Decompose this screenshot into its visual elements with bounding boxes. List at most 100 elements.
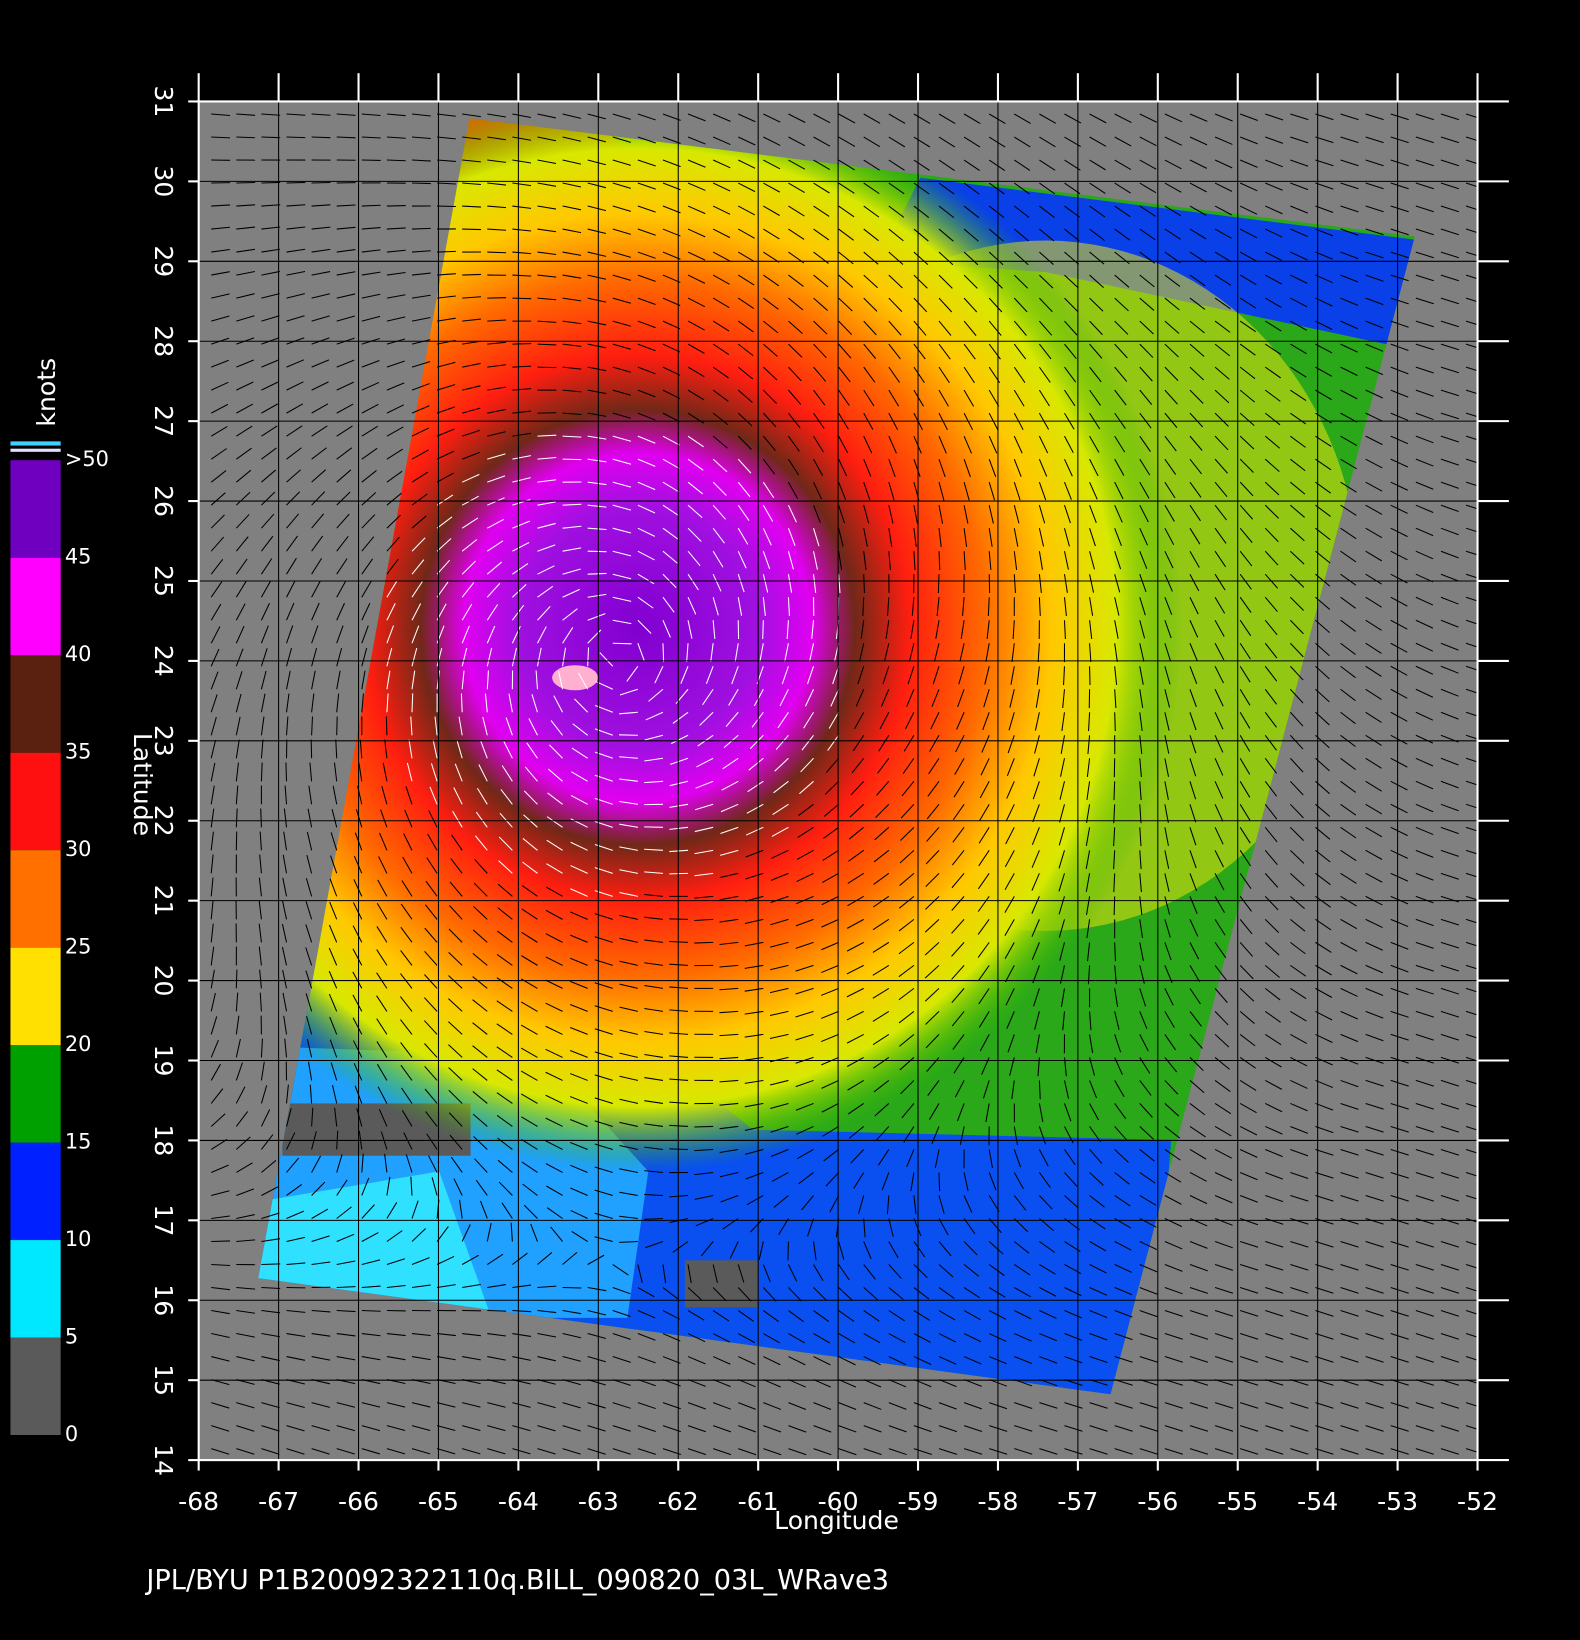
- wind-barb: [1390, 872, 1409, 882]
- wind-barb: [938, 528, 942, 547]
- wind-barb: [462, 362, 481, 368]
- wind-barb: [261, 136, 281, 139]
- wind-barb: [258, 900, 262, 920]
- wind-barb: [1139, 827, 1142, 847]
- wind-barb: [1014, 1425, 1033, 1432]
- wind-barb: [1415, 849, 1434, 858]
- wind-barb: [1089, 528, 1096, 547]
- wind-barb: [863, 1333, 881, 1344]
- wind-barb: [210, 536, 225, 552]
- wind-barb: [1465, 1079, 1485, 1087]
- wind-barb: [261, 1160, 277, 1173]
- wind-barb: [286, 315, 305, 322]
- wind-barb: [1415, 527, 1434, 537]
- wind-barb: [562, 588, 580, 598]
- wind-barb: [838, 458, 848, 477]
- wind-barb: [795, 941, 814, 949]
- wind-barb: [487, 136, 506, 141]
- wind-barb: [1290, 412, 1307, 425]
- wind-barb: [512, 1252, 528, 1265]
- wind-barb: [788, 205, 805, 217]
- wind-barb: [386, 625, 395, 644]
- wind-barb: [1010, 666, 1015, 685]
- wind-barb: [1365, 182, 1384, 190]
- wind-barb: [336, 491, 351, 506]
- wind-barb: [386, 426, 404, 437]
- wind-barb: [1064, 1356, 1083, 1364]
- wind-barb: [1390, 803, 1408, 814]
- wind-barb: [1390, 918, 1409, 928]
- wind-barb: [411, 693, 414, 713]
- wind-barb: [1390, 458, 1409, 468]
- wind-barb: [562, 343, 582, 347]
- wind-barb: [854, 712, 865, 730]
- wind-barb: [336, 1179, 348, 1196]
- wind-barb: [537, 1448, 556, 1455]
- wind-barb: [1264, 1033, 1282, 1046]
- wind-barb: [522, 861, 538, 874]
- wind-barb: [813, 182, 830, 194]
- wind-barb: [788, 1402, 807, 1410]
- wind-barb: [1164, 666, 1171, 685]
- wind-barb: [786, 620, 789, 640]
- wind-barb: [744, 1056, 764, 1061]
- wind-barb: [788, 389, 802, 405]
- wind-barb: [1440, 688, 1459, 697]
- wind-barb: [562, 320, 582, 325]
- wind-barb: [1340, 1264, 1359, 1271]
- wind-barb: [1114, 712, 1116, 732]
- wind-barb: [1290, 320, 1308, 331]
- wind-barb: [1289, 711, 1304, 727]
- wind-barb: [537, 479, 557, 483]
- wind-barb: [1390, 481, 1408, 491]
- y-tick-label: 26: [149, 485, 178, 517]
- wind-barb: [694, 1171, 714, 1176]
- wind-barb: [796, 1125, 814, 1135]
- wind-barb: [496, 1046, 513, 1058]
- wind-barb: [210, 1039, 219, 1058]
- wind-barb: [1114, 551, 1122, 570]
- wind-barb: [719, 1102, 739, 1106]
- wind-barb: [1465, 1125, 1485, 1133]
- wind-barb: [963, 528, 968, 547]
- wind-barb: [1340, 941, 1358, 952]
- wind-barb: [737, 1310, 754, 1322]
- wind-barb: [569, 1027, 588, 1035]
- wind-barb: [361, 1285, 381, 1289]
- wind-barb: [571, 747, 588, 759]
- wind-barb: [988, 551, 992, 570]
- wind-barb: [662, 1333, 681, 1342]
- wind-barb: [763, 297, 779, 310]
- wind-barb: [462, 159, 481, 163]
- wind-barb: [210, 762, 216, 782]
- colorbar-tick-label: 5: [65, 1325, 78, 1349]
- wind-barb: [260, 648, 268, 667]
- wind-barb: [888, 1264, 902, 1279]
- wind-barb: [377, 1086, 388, 1104]
- colorbar-band: [10, 1337, 61, 1435]
- wind-barb: [1340, 987, 1358, 997]
- wind-barb: [386, 272, 406, 276]
- wind-barb: [282, 900, 288, 920]
- wind-barb: [537, 1285, 557, 1289]
- wind-barb: [1340, 573, 1357, 586]
- wind-barb: [486, 1253, 504, 1265]
- wind-barb: [1340, 1241, 1359, 1248]
- wind-barb: [612, 1356, 631, 1363]
- wind-barb: [1214, 481, 1228, 498]
- wind-barb: [1139, 159, 1157, 170]
- wind-barb: [1415, 1010, 1434, 1018]
- wind-barb: [260, 693, 266, 713]
- wind-barb: [888, 182, 905, 195]
- x-tick-label: -54: [1297, 1487, 1338, 1516]
- wind-barb: [1004, 896, 1015, 913]
- wind-barb: [1340, 780, 1357, 793]
- wind-barb: [978, 850, 990, 867]
- wind-barb: [411, 647, 418, 667]
- wind-barb: [862, 597, 865, 617]
- wind-barb: [537, 343, 557, 346]
- wind-barb: [594, 1005, 613, 1012]
- wind-barb: [822, 1126, 839, 1137]
- wind-barb: [1008, 712, 1015, 731]
- wind-barb: [436, 1448, 456, 1455]
